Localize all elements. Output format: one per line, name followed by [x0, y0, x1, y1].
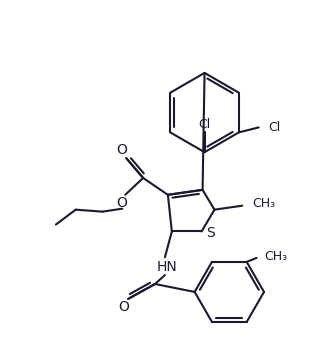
Text: O: O [118, 300, 129, 314]
Text: Cl: Cl [268, 121, 281, 134]
Text: CH₃: CH₃ [252, 197, 275, 210]
Text: S: S [206, 226, 215, 240]
Text: O: O [116, 143, 127, 157]
Text: O: O [116, 196, 127, 210]
Text: Cl: Cl [198, 118, 211, 131]
Text: CH₃: CH₃ [264, 251, 288, 263]
Text: HN: HN [157, 260, 177, 274]
